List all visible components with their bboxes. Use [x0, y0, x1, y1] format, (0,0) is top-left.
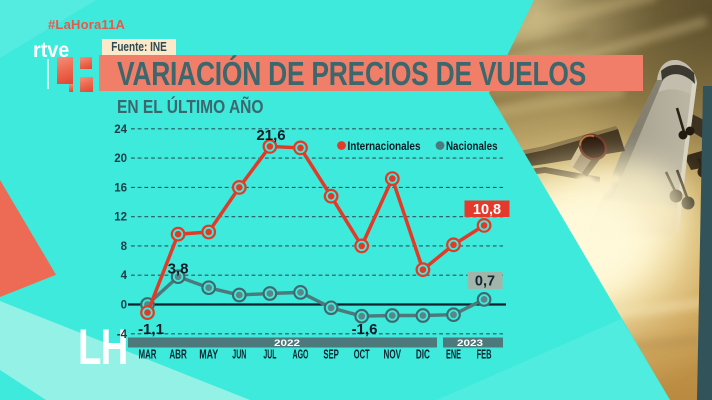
svg-text:MAY: MAY [199, 347, 218, 362]
svg-text:JUL: JUL [263, 347, 276, 362]
svg-text:MAR: MAR [139, 347, 157, 362]
svg-text:AGO: AGO [293, 347, 309, 362]
svg-text:2022: 2022 [274, 338, 300, 349]
svg-text:3,8: 3,8 [168, 261, 189, 278]
svg-text:2023: 2023 [457, 338, 483, 349]
svg-text:Nacionales: Nacionales [446, 141, 498, 153]
svg-text:FEB: FEB [477, 347, 492, 362]
svg-text:12: 12 [114, 212, 127, 224]
svg-text:4: 4 [121, 270, 128, 282]
svg-text:JUN: JUN [232, 347, 246, 362]
svg-text:DIC: DIC [416, 347, 430, 362]
svg-text:10,8: 10,8 [473, 202, 501, 218]
svg-text:0: 0 [121, 300, 127, 312]
svg-text:ABR: ABR [169, 347, 187, 362]
svg-text:Internacionales: Internacionales [348, 141, 421, 153]
svg-text:16: 16 [114, 182, 127, 194]
svg-text:SEP: SEP [323, 347, 339, 362]
svg-text:NOV: NOV [384, 347, 402, 362]
svg-text:OCT: OCT [354, 347, 370, 362]
svg-text:24: 24 [114, 124, 127, 136]
svg-text:-4: -4 [117, 329, 128, 341]
svg-text:-1,6: -1,6 [352, 321, 378, 338]
svg-text:0,7: 0,7 [475, 274, 495, 290]
svg-text:ENE: ENE [446, 347, 461, 362]
svg-text:21,6: 21,6 [256, 127, 285, 144]
svg-text:8: 8 [121, 241, 128, 253]
svg-text:20: 20 [114, 153, 127, 165]
svg-text:-1,1: -1,1 [138, 321, 164, 338]
